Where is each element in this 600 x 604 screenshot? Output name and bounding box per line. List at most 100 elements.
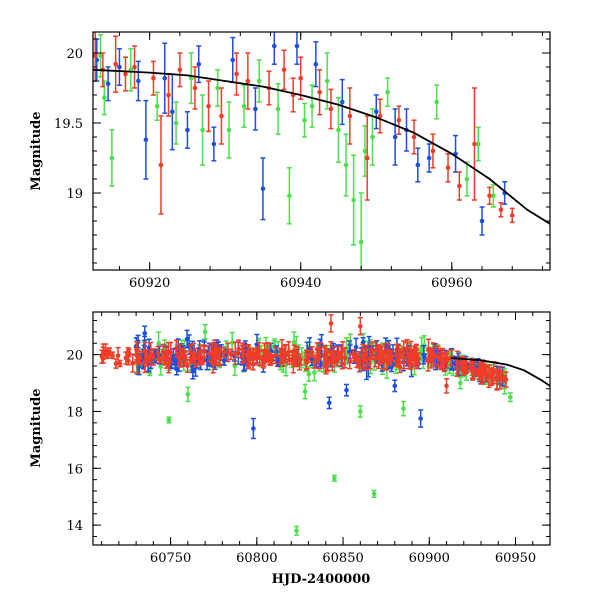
top-green-point [154,91,160,121]
top-green-point-marker [102,95,107,101]
bottom-red-point [498,369,504,378]
top-green-point-marker [309,103,315,109]
top-panel-ticks: 60920 60940 60960 19 19.5 20 [54,32,550,291]
bottom-blue-point-marker [190,368,196,373]
top-red-point [158,115,164,215]
bottom-xtick-label: 60800 [236,551,277,566]
bottom-red-point-marker [385,348,391,354]
bottom-green-outlier-marker [508,394,513,400]
top-red-point-marker [328,106,334,112]
bottom-red-point-marker [202,349,207,354]
top-blue-point [479,206,485,236]
bottom-red-point-marker [135,359,140,365]
bottom-red-point-marker [110,352,115,358]
bottom-red-point-marker [461,362,466,368]
top-blue-point [392,108,398,166]
bottom-red-point [103,351,109,360]
bottom-red-point-marker [212,349,217,354]
top-red-point [347,87,353,145]
bottom-xtick-label: 60850 [322,551,363,566]
top-red-point [430,133,436,169]
bottom-red-point-marker [304,359,309,364]
top-blue-point [184,111,190,149]
bottom-red-point-marker [316,356,322,362]
top-green-point [256,59,262,103]
top-green-point-marker [275,106,281,112]
bottom-red-point-marker [248,354,253,359]
bottom-red-point-marker [389,353,395,359]
bottom-red-point [178,353,184,361]
bottom-red-point [130,353,136,373]
bottom-red-point [106,347,112,357]
top-red-point [177,52,183,88]
top-red-point-marker [245,78,251,84]
bottom-red-point [212,339,218,364]
top-green-point [302,102,308,138]
top-red-point [456,171,462,201]
top-green-point-marker [475,141,481,147]
top-red-point-marker [158,162,164,168]
bottom-red-point-marker [314,346,320,352]
bottom-red-point-marker [373,347,379,353]
bottom-red-point [369,341,375,360]
bottom-red-point [474,367,480,377]
top-red-point-marker [177,67,183,73]
top-red-point-marker [472,141,477,147]
top-red-point [487,186,493,205]
top-green-point-marker [188,75,194,81]
bottom-red-point-marker [232,350,238,356]
bottom-blue-point-marker [360,340,366,345]
bottom-red-point-marker [430,352,436,357]
bottom-red-point-marker [401,355,407,361]
bottom-green-outlier [185,386,191,403]
top-blue-point-marker [105,81,111,87]
bottom-red-point-marker [297,361,302,367]
bottom-red-point-marker [185,363,190,369]
bottom-red-point-marker [378,348,384,354]
bottom-red-point [228,348,234,361]
bottom-blue-point-marker [184,336,190,342]
bottom-red-point [415,352,421,365]
top-red-point [471,87,477,201]
bottom-green-outlier-marker [371,491,377,497]
bottom-red-point [192,353,198,365]
top-red-point-marker [445,165,451,171]
bottom-red-point-marker [142,359,148,365]
bottom-red-point-marker [126,350,132,355]
top-green-point-marker [109,155,115,161]
top-red-point [234,52,240,96]
top-red-point [396,105,402,135]
top-red-point [317,69,323,116]
bottom-red-point-marker [183,354,188,360]
bottom-blue-point-marker [353,344,359,350]
bottom-red-point [304,353,310,370]
top-green-point-marker [491,193,496,199]
model-curve [93,68,550,225]
top-red-point-marker [298,75,304,81]
bottom-red-point-marker [503,377,509,382]
bottom-red-point-marker [273,352,278,358]
bottom-red-point-marker [151,354,156,360]
top-blue-point [415,147,421,183]
top-y-axis-label: Magnitude [29,111,44,190]
bottom-red-outlier [444,378,450,394]
bottom-red-point-marker [146,355,152,361]
bottom-red-point-marker [228,352,234,357]
top-blue-point-marker [211,141,217,147]
bottom-red-point-marker [294,350,300,355]
bottom-blue-outlier [392,379,398,393]
top-green-point [351,154,357,246]
top-green-point-marker [370,134,375,140]
bottom-red-point [200,357,206,365]
top-blue-point [453,134,459,173]
bottom-blue-outlier-marker [418,416,423,421]
top-green-point [434,84,440,120]
top-green-point-marker [154,103,160,109]
bottom-blue-outlier [326,396,332,410]
bottom-red-point-marker [282,351,288,357]
top-blue-point [252,87,258,131]
top-green-point-marker [336,127,341,133]
top-blue-point [294,32,300,65]
